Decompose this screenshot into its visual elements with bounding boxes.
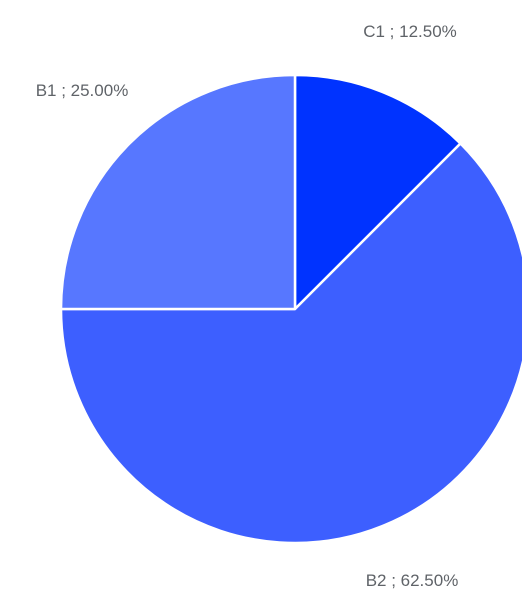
pie-slice-b1 — [59, 73, 297, 311]
pie-slices — [59, 73, 522, 545]
pie-slice-c1 — [293, 73, 462, 311]
pie-slice-b2 — [59, 142, 522, 545]
pie-label-b2: B2 ; 62.50% — [366, 571, 459, 590]
pie-labels: C1 ; 12.50% B2 ; 62.50% B1 ; 25.00% — [36, 22, 459, 590]
pie-label-b1: B1 ; 25.00% — [36, 81, 129, 100]
pie-label-c1: C1 ; 12.50% — [363, 22, 457, 41]
